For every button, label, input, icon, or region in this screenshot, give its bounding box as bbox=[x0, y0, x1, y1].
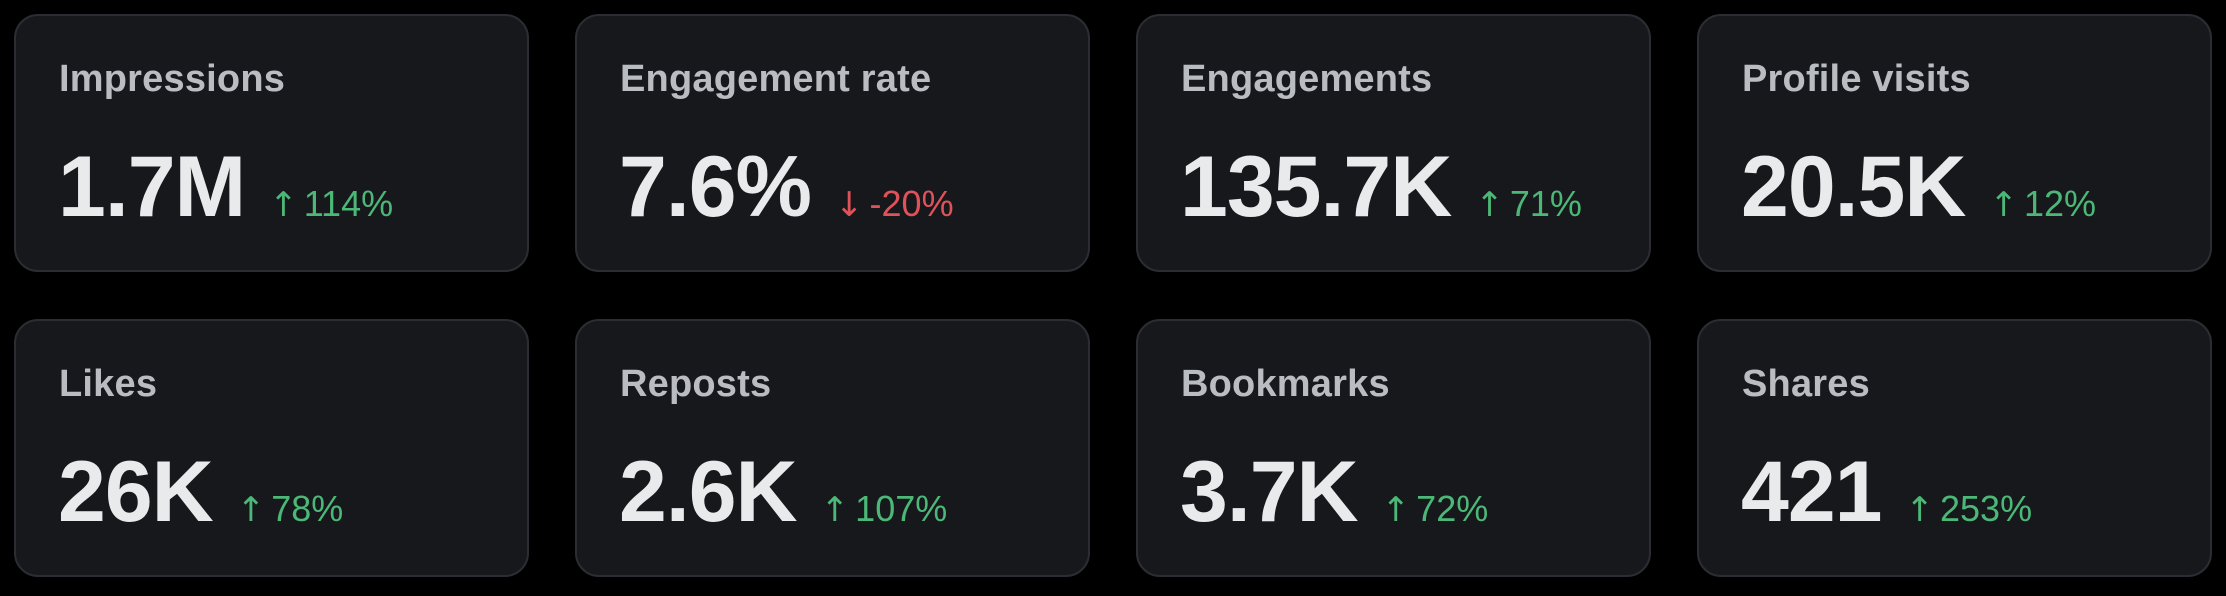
arrow-up-icon: ↑ bbox=[1905, 490, 1935, 530]
arrow-up-icon: ↑ bbox=[1475, 185, 1504, 225]
metric-card-likes: Likes 26K ↑ 78% bbox=[14, 319, 529, 577]
metric-change-value: 114% bbox=[303, 183, 394, 224]
metric-change: ↑ 107% bbox=[820, 488, 948, 530]
metric-label: Engagements bbox=[1181, 58, 1433, 100]
metric-card-engagements: Engagements 135.7K ↑ 71% bbox=[1136, 14, 1651, 272]
metric-change: ↓ -20% bbox=[835, 183, 954, 225]
metric-change: ↑ 12% bbox=[1989, 183, 2097, 225]
metric-label: Reposts bbox=[620, 363, 772, 405]
arrow-up-icon: ↑ bbox=[236, 490, 266, 530]
metric-value-row: 20.5K ↑ 12% bbox=[1741, 144, 2096, 230]
metric-card-bookmarks: Bookmarks 3.7K ↑ 72% bbox=[1136, 319, 1651, 577]
arrow-up-icon: ↑ bbox=[269, 185, 298, 225]
metric-change-value: 12% bbox=[2024, 183, 2097, 224]
metric-label: Profile visits bbox=[1742, 58, 1971, 100]
metric-value-row: 3.7K ↑ 72% bbox=[1180, 449, 1488, 535]
metric-change: ↑ 253% bbox=[1905, 488, 2033, 530]
metric-value: 26K bbox=[58, 444, 214, 540]
metric-value-row: 26K ↑ 78% bbox=[58, 449, 343, 535]
metric-value-row: 421 ↑ 253% bbox=[1741, 449, 2032, 535]
metric-label: Bookmarks bbox=[1181, 363, 1390, 405]
arrow-up-icon: ↑ bbox=[1989, 185, 2019, 225]
metric-change: ↑ 71% bbox=[1475, 183, 1582, 225]
metric-label: Shares bbox=[1742, 363, 1870, 405]
metric-change: ↑ 72% bbox=[1381, 488, 1489, 530]
metric-change: ↑ 114% bbox=[269, 183, 394, 225]
metric-change-value: -20% bbox=[869, 183, 954, 224]
metric-value: 20.5K bbox=[1741, 139, 1966, 235]
metric-value-row: 7.6% ↓ -20% bbox=[619, 144, 954, 230]
metric-change: ↑ 78% bbox=[236, 488, 344, 530]
metric-value: 1.7M bbox=[58, 139, 246, 235]
metric-label: Impressions bbox=[59, 58, 286, 100]
metric-value: 3.7K bbox=[1180, 444, 1359, 540]
metric-change-value: 71% bbox=[1509, 183, 1582, 224]
metric-card-engagement-rate: Engagement rate 7.6% ↓ -20% bbox=[575, 14, 1090, 272]
metric-value: 421 bbox=[1741, 444, 1882, 540]
metric-value-row: 1.7M ↑ 114% bbox=[58, 144, 393, 230]
metric-label: Engagement rate bbox=[620, 58, 932, 100]
arrow-down-icon: ↓ bbox=[835, 185, 864, 225]
metric-value-row: 2.6K ↑ 107% bbox=[619, 449, 947, 535]
metric-change-value: 253% bbox=[1940, 488, 2033, 529]
metric-value: 2.6K bbox=[619, 444, 798, 540]
metric-change-value: 78% bbox=[271, 488, 344, 529]
metric-card-reposts: Reposts 2.6K ↑ 107% bbox=[575, 319, 1090, 577]
metric-card-shares: Shares 421 ↑ 253% bbox=[1697, 319, 2212, 577]
metric-card-profile-visits: Profile visits 20.5K ↑ 12% bbox=[1697, 14, 2212, 272]
metrics-grid: Impressions 1.7M ↑ 114% Engagement rate … bbox=[14, 14, 2212, 577]
metric-label: Likes bbox=[59, 363, 158, 405]
metric-value: 7.6% bbox=[619, 139, 812, 235]
metric-card-impressions: Impressions 1.7M ↑ 114% bbox=[14, 14, 529, 272]
metric-value: 135.7K bbox=[1180, 139, 1452, 235]
arrow-up-icon: ↑ bbox=[820, 490, 850, 530]
metric-change-value: 107% bbox=[855, 488, 948, 529]
metric-value-row: 135.7K ↑ 71% bbox=[1180, 144, 1582, 230]
arrow-up-icon: ↑ bbox=[1381, 490, 1411, 530]
metric-change-value: 72% bbox=[1416, 488, 1489, 529]
